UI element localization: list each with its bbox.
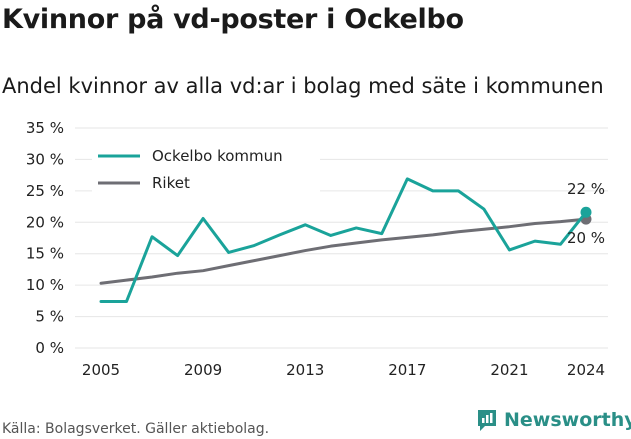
source-note: Källa: Bolagsverket. Gäller aktiebolag. xyxy=(2,421,270,437)
legend: Ockelbo kommun Riket xyxy=(92,142,320,194)
y-tick-label: 5 % xyxy=(35,308,64,326)
legend-label: Ockelbo kommun xyxy=(152,147,283,165)
chart-subtitle: Andel kvinnor av alla vd:ar i bolag med … xyxy=(2,74,604,98)
chart-title: Kvinnor på vd-poster i Ockelbo xyxy=(2,4,464,35)
riket-end-label: 20 % xyxy=(567,229,605,247)
y-tick-label: 35 % xyxy=(26,119,64,137)
end-labels: 22 % 20 % xyxy=(567,180,605,247)
legend-label: Riket xyxy=(152,174,190,192)
x-tick-label: 2009 xyxy=(184,361,222,379)
x-tick-label: 2017 xyxy=(388,361,426,379)
axis-ticks: 0 % 5 % 10 % 15 % 20 % 25 % 30 % 35 % 2005 2009 20… xyxy=(26,119,605,379)
brand-name: Newsworthy xyxy=(504,409,631,431)
ockelbo-point xyxy=(580,206,592,218)
x-tick-label: 2024 xyxy=(567,361,605,379)
series-line-ockelbo xyxy=(99,177,588,303)
y-tick-label: 30 % xyxy=(26,150,64,168)
series-lines xyxy=(99,177,592,303)
y-tick-label: 15 % xyxy=(26,245,64,263)
x-tick-label: 2005 xyxy=(82,361,120,379)
y-tick-label: 10 % xyxy=(26,276,64,294)
legend-background xyxy=(92,142,320,194)
line-chart: 0 % 5 % 10 % 15 % 20 % 25 % 30 % 35 % 2005 2009 20… xyxy=(26,119,608,379)
y-tick-label: 20 % xyxy=(26,213,64,231)
newsworthy-logo-icon xyxy=(478,410,496,431)
series-line-riket xyxy=(99,217,588,285)
y-tick-label: 25 % xyxy=(26,182,64,200)
brand[interactable]: Newsworthy xyxy=(476,408,631,432)
x-tick-label: 2021 xyxy=(490,361,528,379)
x-tick-label: 2013 xyxy=(286,361,324,379)
y-tick-label: 0 % xyxy=(35,339,64,357)
ockelbo-end-label: 22 % xyxy=(567,180,605,198)
